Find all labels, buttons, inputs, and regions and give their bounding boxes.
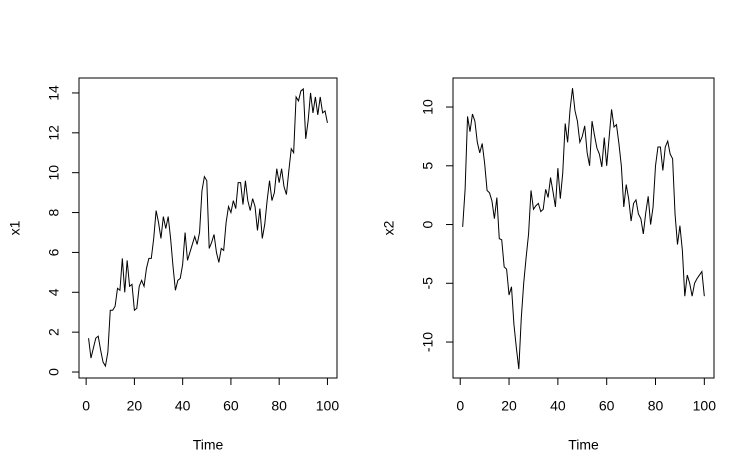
x-tick-label: 80 [648,398,664,414]
y-tick-label: -10 [420,332,436,352]
y-tick-label: -5 [420,277,436,290]
x-axis-label: Time [193,437,224,453]
y-tick-label: 8 [46,208,62,216]
x-tick-label: 0 [82,398,90,414]
x-tick-label: 60 [599,398,615,414]
x-tick-label: 20 [501,398,517,414]
y-axis-label: x1 [7,220,23,235]
x-tick-label: 60 [223,398,239,414]
series-line [88,87,328,368]
y-tick-label: 0 [420,220,436,228]
y-tick-label: 5 [420,162,436,170]
y-tick-label: 14 [46,85,62,101]
x-tick-label: 100 [693,398,717,414]
x-tick-label: 100 [316,398,340,414]
y-tick-label: 12 [46,125,62,141]
x-tick-label: 80 [271,398,287,414]
y-axis-label: x2 [381,220,397,235]
y-tick-label: 2 [46,328,62,336]
x-tick-label: 0 [456,398,464,414]
plot-frame [452,77,715,379]
x-axis-label: Time [568,437,599,453]
y-tick-label: 10 [46,165,62,181]
y-tick-label: 0 [46,368,62,376]
x-tick-label: 40 [175,398,191,414]
y-tick-label: 6 [46,248,62,256]
x-tick-label: 20 [127,398,143,414]
x-tick-label: 40 [550,398,566,414]
series-line [462,88,705,370]
y-tick-label: 10 [420,99,436,115]
y-tick-label: 4 [46,288,62,296]
